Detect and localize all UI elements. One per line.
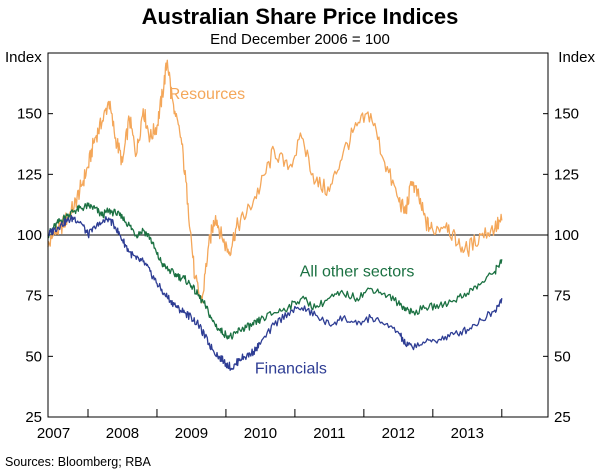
y-tick-label-left: 125 xyxy=(17,166,42,183)
y-tick-label-right: 25 xyxy=(554,409,571,426)
y-tick-label-right: 100 xyxy=(554,227,579,244)
y-tick-label-left: 150 xyxy=(17,106,42,123)
y-axis-unit-left: Index xyxy=(5,49,42,66)
x-tick-label: 2012 xyxy=(382,425,415,442)
y-tick-label-left: 50 xyxy=(25,348,42,365)
y-tick-label-right: 150 xyxy=(554,106,579,123)
series-line-other xyxy=(47,202,503,340)
series-label-resources: Resources xyxy=(169,86,245,103)
y-axis-unit-right: Index xyxy=(558,49,595,66)
series-line-financials xyxy=(47,214,503,371)
x-tick-label: 2011 xyxy=(313,425,345,442)
source-note: Sources: Bloomberg; RBA xyxy=(5,455,152,469)
x-tick-label: 2013 xyxy=(451,425,484,442)
y-tick-label-left: 100 xyxy=(17,227,42,244)
chart-subtitle: End December 2006 = 100 xyxy=(210,31,390,48)
plot-frame xyxy=(47,52,549,418)
x-tick-label: 2007 xyxy=(37,425,70,442)
chart-title: Australian Share Price Indices xyxy=(142,4,459,29)
series-label-other: All other sectors xyxy=(300,263,415,280)
y-tick-label-left: 75 xyxy=(25,288,42,305)
x-tick-label: 2010 xyxy=(244,425,277,442)
series-line-resources xyxy=(47,59,503,304)
y-tick-label-right: 75 xyxy=(554,288,571,305)
x-tick-label: 2009 xyxy=(175,425,208,442)
y-tick-label-right: 125 xyxy=(554,166,579,183)
y-tick-label-right: 50 xyxy=(554,348,571,365)
x-tick-label: 2008 xyxy=(106,425,139,442)
series-label-financials: Financials xyxy=(255,360,327,377)
y-tick-label-left: 25 xyxy=(25,409,42,426)
